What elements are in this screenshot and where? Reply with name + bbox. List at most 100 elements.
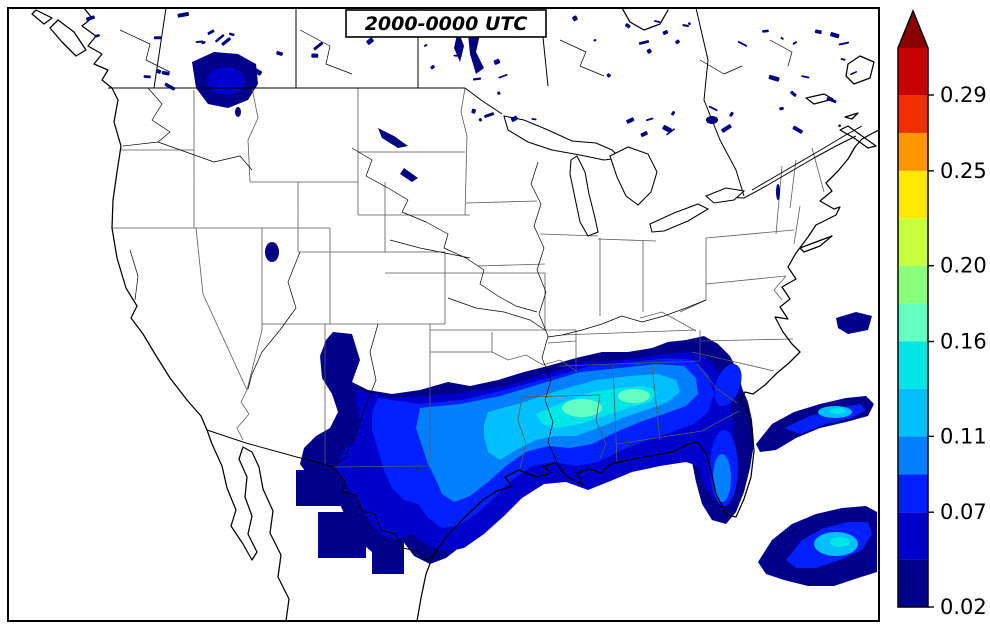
colorbar-segment [898, 170, 928, 219]
lake-speck [195, 40, 204, 44]
lake-speck [510, 115, 518, 122]
lake-speck [484, 112, 495, 118]
colorbar-tick-label: 0.02 [940, 595, 987, 619]
colorbar-outline [897, 9, 929, 608]
lake-speck [792, 41, 797, 45]
lake-speck [646, 117, 654, 122]
lake-speck [478, 118, 483, 122]
colorbar-segment [898, 512, 928, 560]
lake-speck [671, 110, 676, 116]
lake-speck [606, 73, 611, 78]
colorbar-tick-label: 0.25 [940, 159, 987, 183]
colorbar-tick-label: 0.20 [940, 254, 987, 278]
lake-speck [311, 53, 319, 58]
colorbar-segment [898, 474, 928, 513]
lake-speck [572, 15, 578, 22]
pacific-coastline [81, 9, 290, 620]
lake-speck [497, 91, 501, 95]
lake-erie [649, 203, 710, 233]
colorbar-segment [898, 341, 928, 389]
lake-champlain [776, 184, 780, 200]
colorbar-segment [898, 95, 928, 133]
lake-speck [662, 30, 669, 35]
mexico-us-border [206, 429, 434, 561]
lake-simcoe [706, 116, 718, 124]
st-lawrence [743, 125, 863, 199]
contour-florida-l3 [713, 454, 731, 502]
lake-speck [153, 36, 162, 40]
lake-speck [850, 71, 858, 76]
lake-speck [430, 64, 435, 70]
lake-speck [471, 108, 476, 114]
contour-atlantic-small-l0 [836, 312, 872, 334]
lake-speck [493, 58, 501, 65]
lake-michigan [569, 155, 599, 237]
lake-speck [625, 23, 631, 29]
lake-speck [164, 82, 176, 91]
lake-speck [86, 15, 95, 21]
colorbar-tick-label: 0.07 [940, 500, 987, 524]
lake-speck [729, 111, 734, 117]
lake-speck [201, 41, 206, 45]
lake-speck [531, 118, 537, 121]
lake-speck [224, 55, 233, 62]
colorbar-segment [898, 132, 928, 171]
colorbar-segment [898, 559, 928, 607]
contour-montana-l1 [207, 67, 245, 95]
contour-atlantic-l5 [830, 408, 846, 414]
lake-speck [653, 20, 661, 23]
lake-speck [453, 54, 462, 57]
lake-ontario [705, 187, 746, 204]
map-title: 2000-0000 UTC [365, 13, 528, 35]
great-lakes [503, 115, 746, 237]
islands-coastline [31, 9, 877, 253]
lake-speck [498, 74, 508, 79]
contour-cuba-l5 [830, 537, 850, 547]
lake-speck [640, 131, 648, 137]
colorbar-over-arrow [898, 11, 928, 48]
lake-speck [646, 48, 652, 54]
lake-speck [662, 125, 672, 133]
lake-speck [143, 75, 151, 79]
state-boundaries [112, 9, 825, 469]
colorbar-tick-label: 0.29 [940, 83, 987, 107]
canada-province-lines [153, 9, 745, 197]
lake-speck [228, 32, 235, 37]
gulf-atlantic-coastline [416, 129, 878, 620]
lake-speck [626, 117, 635, 124]
lake-speck [593, 39, 597, 42]
lake-speck [254, 68, 263, 76]
colorbar: 0.02 0.07 0.11 0.16 0.20 0.25 0.29 [897, 9, 987, 619]
colorbar-segment [898, 303, 928, 342]
lake-speck [94, 34, 100, 38]
colorbar-cap [898, 48, 928, 95]
lake-huron [609, 146, 658, 206]
lake-speck [207, 29, 215, 35]
lake-speck [687, 22, 691, 26]
great-salt-lake [265, 242, 279, 262]
lake-speck [838, 124, 841, 128]
lake-speck [705, 118, 709, 121]
contour-georgia-l2 [714, 363, 742, 407]
lake-speck [638, 40, 650, 45]
coastlines [31, 9, 878, 620]
river-lines [119, 29, 793, 473]
contour-stx-blocks-l0 [296, 470, 404, 574]
lake-speck [792, 125, 803, 134]
contour-core-louisiana-l6 [562, 399, 602, 417]
canada-lakes-specks [86, 11, 858, 137]
state-lines-west [112, 87, 577, 468]
lake-speck [313, 41, 324, 51]
title-box: 2000-0000 UTC [345, 9, 547, 38]
lake-speck [838, 41, 850, 46]
lake-speck [779, 106, 784, 111]
lake-speck [790, 90, 797, 97]
colorbar-segment [898, 388, 928, 437]
lake-speck [276, 51, 284, 56]
lake-speck [814, 29, 822, 35]
lake-speck [768, 74, 780, 82]
lake-speck [423, 44, 428, 47]
lake-speck [801, 75, 810, 79]
